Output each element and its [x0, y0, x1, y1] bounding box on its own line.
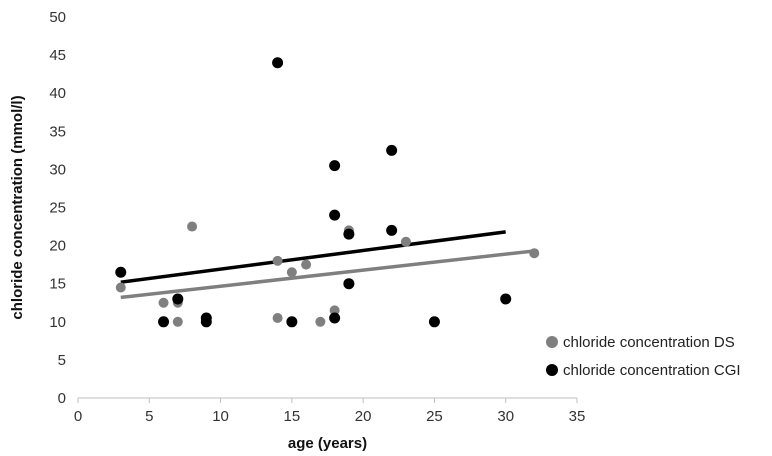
x-tick-label: 25 [426, 408, 443, 425]
data-point-ds [272, 255, 283, 266]
data-point-cgi [343, 228, 355, 240]
data-points [115, 57, 540, 328]
data-point-ds [286, 267, 297, 278]
data-point-cgi [329, 312, 341, 324]
x-tick-label: 10 [212, 408, 229, 425]
y-tick-label: 10 [49, 314, 66, 331]
x-axis-ticks: 0 5 10 15 20 25 30 35 [74, 398, 586, 425]
data-point-ds [329, 305, 340, 316]
y-axis-title: chloride concentration (mmol/l) [9, 95, 26, 319]
data-point-cgi [158, 316, 170, 328]
data-point-cgi [200, 316, 212, 328]
y-tick-label: 25 [49, 200, 66, 217]
x-tick-label: 20 [355, 408, 372, 425]
x-tick-label: 30 [497, 408, 514, 425]
y-tick-label: 45 [49, 47, 66, 64]
y-tick-label: 35 [49, 123, 66, 140]
y-tick-label: 30 [49, 161, 66, 178]
data-point-ds [315, 316, 326, 327]
data-point-cgi [386, 224, 398, 236]
legend-marker-ds [546, 336, 558, 348]
data-point-ds [172, 316, 183, 327]
data-point-ds [400, 236, 411, 247]
x-axis-title: age (years) [288, 435, 367, 452]
x-tick-label: 35 [569, 408, 586, 425]
data-point-cgi [428, 316, 440, 328]
data-point-cgi [115, 266, 127, 278]
data-point-cgi [172, 293, 184, 305]
data-point-ds [301, 259, 312, 270]
y-tick-label: 50 [49, 9, 66, 26]
x-tick-label: 15 [284, 408, 301, 425]
data-point-cgi [329, 209, 341, 221]
data-point-cgi [500, 293, 512, 305]
y-tick-label: 15 [49, 276, 66, 293]
legend-label-cgi: chloride concentration CGI [563, 362, 741, 379]
legend-label-ds: chloride concentration DS [563, 334, 735, 351]
trendlines [120, 230, 535, 300]
data-point-ds [272, 312, 283, 323]
legend-marker-cgi [546, 364, 558, 376]
data-point-cgi [386, 144, 398, 156]
data-point-cgi [272, 57, 284, 69]
x-tick-label: 5 [145, 408, 153, 425]
trendline-cgi [120, 230, 506, 284]
y-axis-ticks: 0 5 10 15 20 25 30 35 40 45 50 [49, 9, 66, 407]
trendline-ds [120, 249, 535, 300]
y-tick-label: 0 [58, 390, 66, 407]
data-point-ds [115, 282, 126, 293]
y-tick-label: 5 [58, 352, 66, 369]
y-tick-label: 20 [49, 238, 66, 255]
data-point-cgi [286, 316, 298, 328]
legend: chloride concentration DS chloride conce… [546, 334, 741, 379]
data-point-cgi [329, 160, 341, 172]
data-point-ds [158, 297, 169, 308]
data-point-ds [187, 221, 198, 232]
data-point-cgi [343, 278, 355, 290]
x-tick-label: 0 [74, 408, 82, 425]
data-point-ds [529, 248, 540, 259]
y-tick-label: 40 [49, 85, 66, 102]
